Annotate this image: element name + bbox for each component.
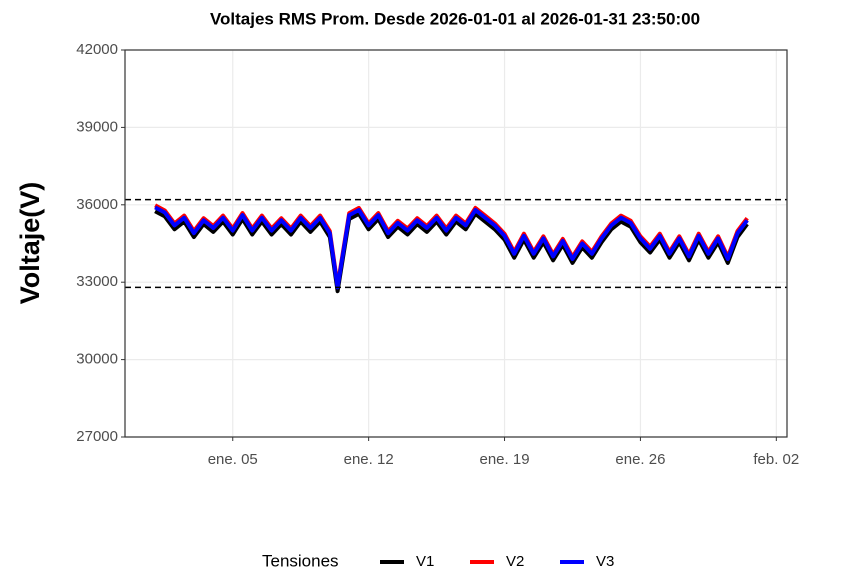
- plot-border: [124, 49, 788, 438]
- y-tick-label: 42000: [76, 41, 118, 58]
- legend-label: V3: [596, 553, 614, 570]
- chart-title: Voltajes RMS Prom. Desde 2026-01-01 al 2…: [210, 9, 700, 28]
- legend-title: Tensiones: [262, 551, 339, 570]
- x-tick-label: ene. 19: [480, 451, 530, 468]
- y-tick-label: 33000: [76, 273, 118, 290]
- x-tick-label: ene. 12: [344, 451, 394, 468]
- x-tick-label: feb. 02: [753, 451, 799, 468]
- series-line: [154, 205, 749, 290]
- x-tick-label: ene. 26: [615, 451, 665, 468]
- y-axis-label: Voltaje(V): [15, 182, 45, 305]
- y-tick-label: 39000: [76, 118, 118, 135]
- x-tick-label: ene. 05: [208, 451, 258, 468]
- legend-label: V2: [506, 553, 524, 570]
- y-tick-label: 36000: [76, 196, 118, 213]
- series-line: [154, 209, 749, 294]
- y-tick-label: 27000: [76, 428, 118, 445]
- legend-label: V1: [416, 553, 434, 570]
- y-tick-label: 30000: [76, 351, 118, 368]
- legend: Tensiones V1 V2 V3: [262, 551, 614, 570]
